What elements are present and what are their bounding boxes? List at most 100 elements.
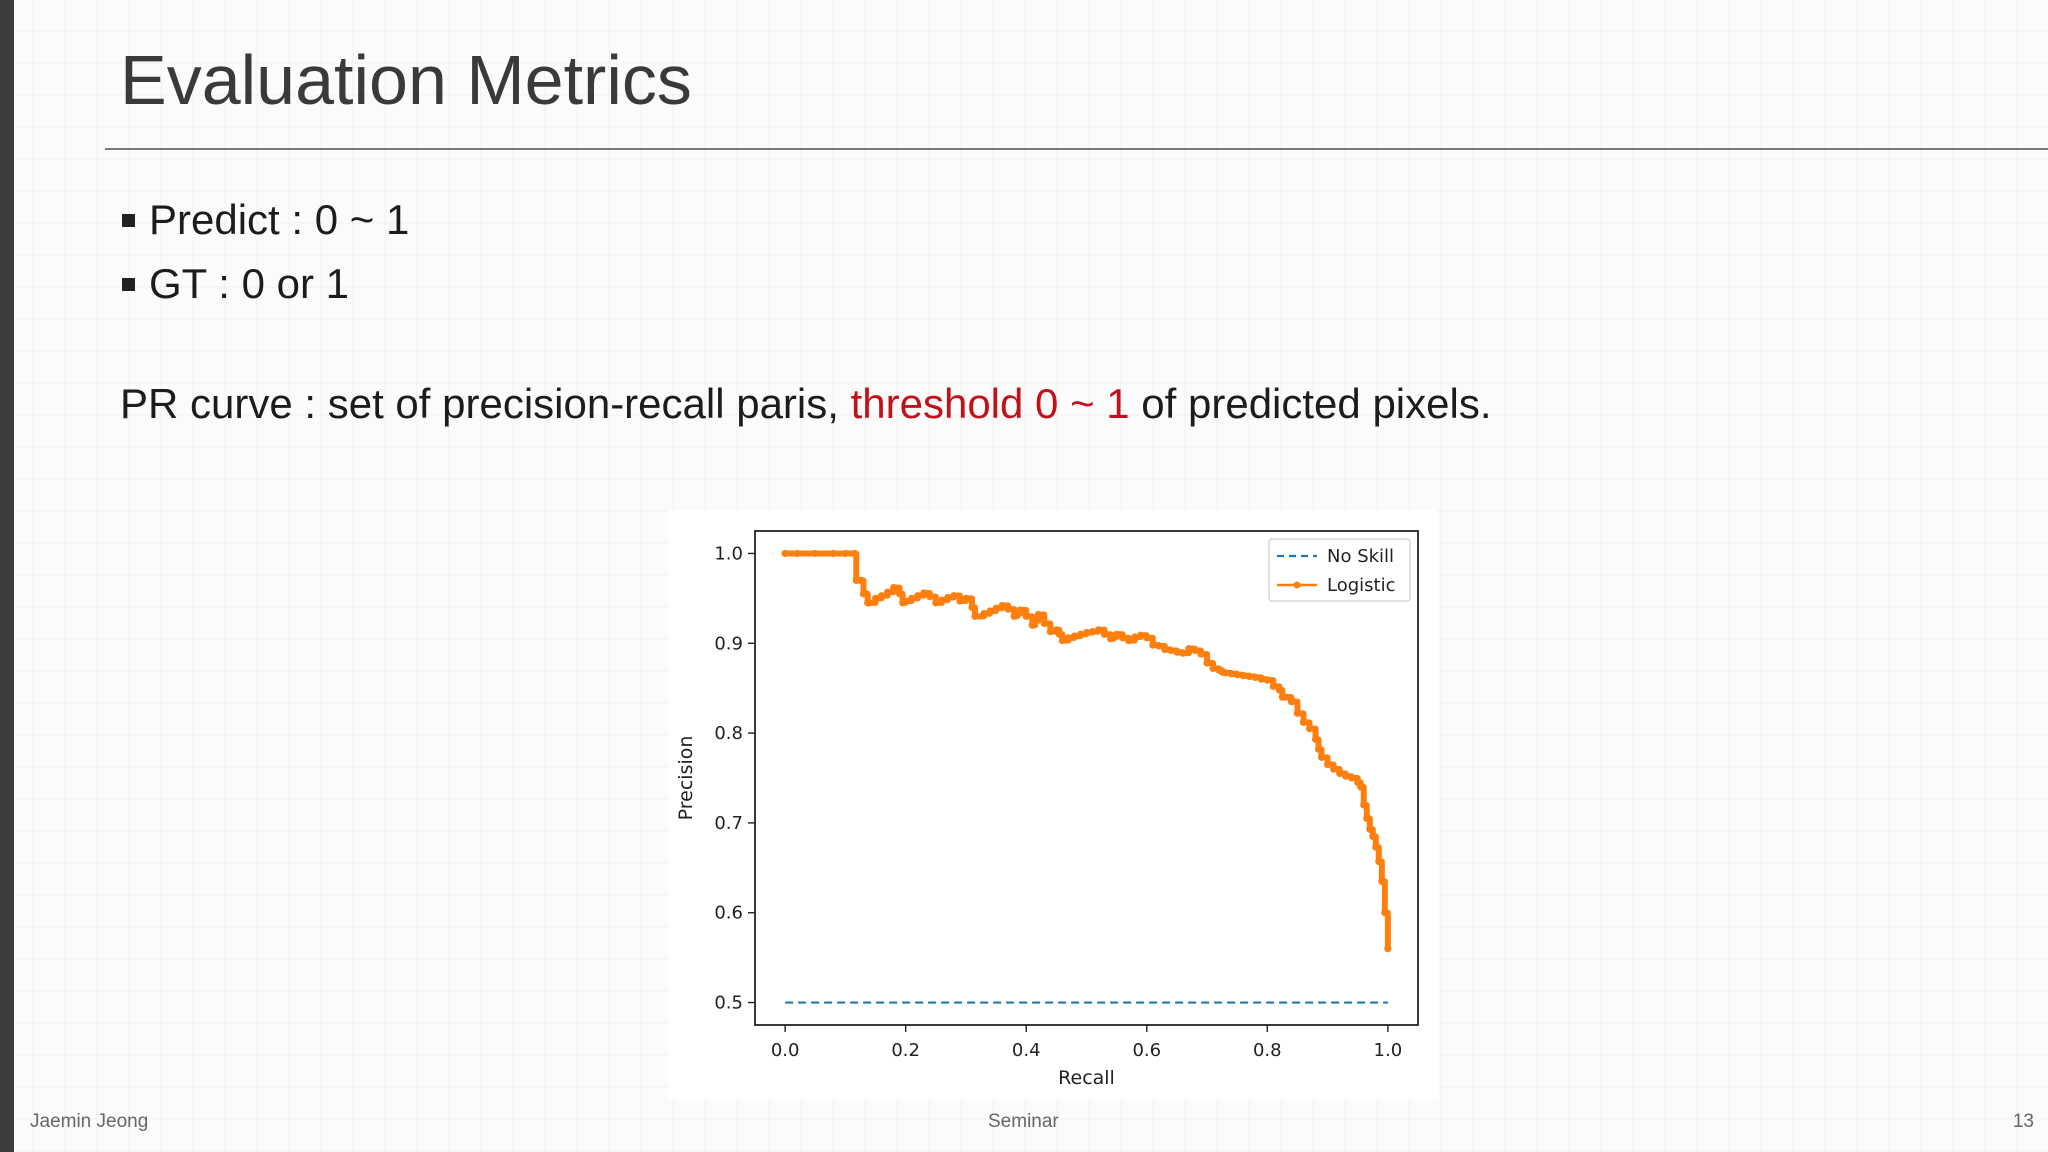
logistic-point	[1281, 693, 1289, 701]
pr-text-start: PR curve : set of precision-recall paris…	[120, 380, 851, 427]
bullet-item-gt: GT : 0 or 1	[122, 252, 409, 316]
logistic-point	[1149, 641, 1157, 649]
logistic-point	[998, 601, 1006, 610]
logistic-point	[1330, 765, 1338, 773]
logistic-point	[1082, 628, 1091, 637]
logistic-point	[980, 610, 988, 618]
logistic-point	[1293, 709, 1302, 717]
legend-logistic-marker	[1293, 581, 1301, 589]
logistic-point	[902, 597, 910, 605]
y-tick-label: 0.5	[714, 993, 743, 1014]
x-tick-label: 0.0	[771, 1040, 800, 1061]
logistic-point	[920, 589, 928, 597]
logistic-point	[986, 607, 994, 615]
logistic-point	[1311, 735, 1320, 743]
x-tick-label: 0.4	[1012, 1040, 1041, 1061]
logistic-point	[908, 594, 916, 602]
logistic-point	[956, 597, 964, 605]
x-tick-label: 0.2	[891, 1040, 920, 1061]
logistic-point	[1055, 630, 1063, 638]
logistic-point	[1191, 646, 1199, 655]
logistic-point	[914, 592, 922, 600]
logistic-point	[1305, 725, 1314, 733]
logistic-point	[1131, 633, 1139, 641]
logistic-point	[1137, 631, 1145, 639]
x-tick-label: 0.8	[1253, 1040, 1282, 1061]
logistic-point	[1263, 676, 1271, 684]
y-axis-label: Precision	[675, 736, 697, 821]
logistic-point	[871, 594, 880, 602]
logistic-point	[1203, 659, 1211, 667]
logistic-point	[1058, 636, 1066, 645]
logistic-point	[1257, 675, 1265, 683]
pr-text-end: of predicted pixels.	[1129, 380, 1492, 427]
pr-text-highlight: threshold 0 ~ 1	[850, 380, 1130, 427]
logistic-point	[896, 590, 904, 598]
logistic-point	[1179, 649, 1187, 657]
logistic-point	[884, 588, 892, 596]
pr-curve-svg: 0.0 0.2 0.4 0.6 0.8 1.0 0.5 0.6 0.7 0.8 0.9 1.0 Rec…	[675, 530, 1419, 1089]
logistic-point	[781, 549, 789, 558]
logistic-point	[856, 576, 865, 584]
logistic-point	[793, 549, 801, 558]
logistic-point	[926, 592, 934, 601]
logistic-point	[1088, 627, 1097, 636]
logistic-point	[1323, 760, 1332, 769]
logistic-point	[1360, 801, 1368, 809]
y-tick-label: 1.0	[714, 543, 743, 564]
logistic-point	[850, 549, 859, 558]
logistic-point	[1173, 648, 1181, 656]
logistic-point	[1197, 650, 1205, 658]
pr-curve-description: PR curve : set of precision-recall paris…	[120, 380, 1492, 428]
series-layer	[781, 549, 1392, 1004]
logistic-point	[1357, 783, 1365, 791]
logistic-point	[944, 593, 952, 602]
logistic-point	[1119, 634, 1127, 642]
logistic-point	[950, 592, 958, 600]
logistic-point	[1317, 753, 1326, 761]
logistic-point	[1113, 630, 1121, 638]
logistic-point	[1287, 698, 1296, 706]
logistic-point	[1239, 672, 1247, 680]
logistic-point	[938, 596, 946, 604]
logistic-point	[1299, 718, 1308, 726]
logistic-point	[1125, 636, 1133, 645]
logistic-point	[1336, 769, 1344, 778]
page-number: 13	[2012, 1111, 2034, 1132]
logistic-point	[1342, 772, 1350, 780]
pr-curve-chart: 0.0 0.2 0.4 0.6 0.8 1.0 0.5 0.6 0.7 0.8 0.9 1.0 Rec…	[668, 510, 1438, 1100]
logistic-point	[1209, 664, 1217, 673]
logistic-point	[1375, 857, 1383, 866]
logistic-point	[1094, 626, 1103, 634]
square-bullet-icon	[122, 213, 135, 227]
logistic-point	[1016, 606, 1024, 614]
logistic-point	[1034, 610, 1042, 619]
title-divider	[105, 148, 2048, 150]
logistic-point	[1076, 630, 1085, 638]
bullet-text: GT : 0 or 1	[149, 260, 349, 307]
logistic-point	[1366, 825, 1374, 833]
bullet-item-predict: Predict : 0 ~ 1	[122, 188, 409, 252]
chart-legend: No Skill Logistic	[1268, 538, 1411, 602]
logistic-point	[1381, 909, 1389, 917]
logistic-point	[1167, 646, 1175, 655]
left-edge-bar	[0, 0, 14, 1152]
logistic-point	[1348, 774, 1356, 782]
logistic-point	[1161, 645, 1169, 654]
y-tick-label: 0.8	[714, 723, 743, 744]
logistic-point	[1384, 945, 1392, 953]
logistic-point	[932, 599, 940, 607]
logistic-point	[1269, 682, 1277, 690]
logistic-point	[865, 599, 874, 607]
logistic-point	[1046, 627, 1054, 636]
logistic-point	[1314, 745, 1323, 753]
logistic-point	[971, 612, 979, 620]
y-tick-label: 0.6	[714, 903, 743, 924]
logistic-point	[1070, 632, 1079, 640]
logistic-point	[862, 590, 871, 598]
logistic-point	[962, 594, 970, 602]
logistic-point	[992, 604, 1000, 612]
footer-author: Jaemin Jeong	[30, 1111, 149, 1132]
bullet-list: Predict : 0 ~ 1 GT : 0 or 1	[122, 188, 409, 316]
x-tick-label: 0.6	[1132, 1040, 1161, 1061]
